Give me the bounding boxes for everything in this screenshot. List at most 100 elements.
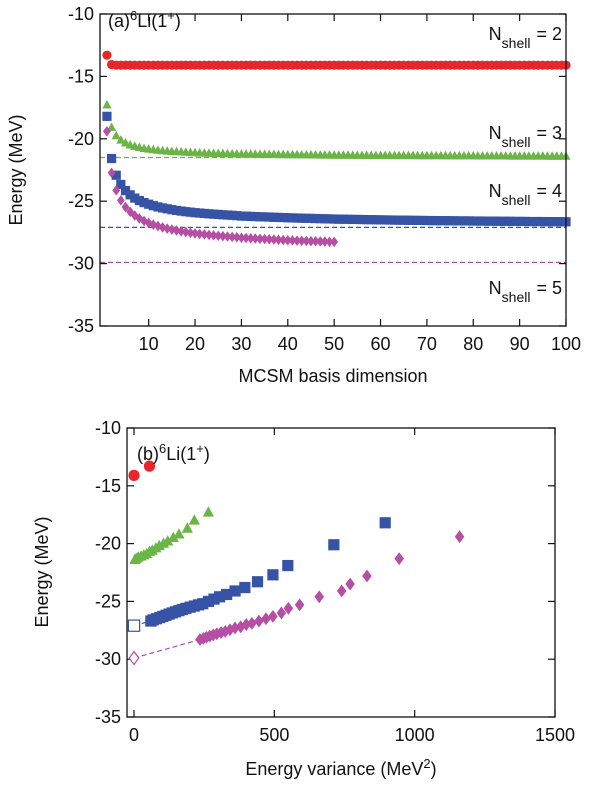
label-rest: = 2 (536, 24, 562, 44)
y-tick-label: -20 (68, 129, 94, 149)
panel-prefix: (a) (108, 11, 130, 31)
diamond-marker (336, 584, 347, 598)
triangle-marker (188, 514, 200, 525)
panel-label: (a)6Li(1+) (108, 8, 181, 32)
diamond-marker (228, 231, 237, 243)
square-marker (222, 210, 233, 220)
panel-label: (b)6Li(1+) (137, 441, 210, 465)
diamond-marker (214, 230, 223, 242)
circle-marker (128, 469, 140, 481)
diamond-marker (256, 233, 264, 245)
diamond-marker (216, 626, 226, 640)
square-marker (229, 585, 241, 597)
square-marker (218, 210, 228, 220)
diamond-marker (307, 235, 315, 247)
square-marker (338, 214, 349, 224)
square-marker (515, 216, 525, 227)
square-marker (366, 215, 376, 225)
diamond-marker (314, 590, 325, 604)
label-base: N (489, 181, 502, 201)
x-tick-label: 10 (139, 334, 159, 354)
y-tick-label: -15 (95, 476, 121, 496)
square-marker (301, 213, 311, 223)
y-tick-label: -10 (95, 418, 121, 438)
diamond-marker (394, 552, 404, 566)
square-marker (297, 213, 307, 223)
diamond-marker (288, 235, 297, 246)
panel-prefix: (b) (137, 444, 159, 464)
diamond-marker (209, 230, 218, 241)
diamond-marker (251, 233, 260, 244)
x-tick-label: 100 (551, 334, 581, 354)
diamond-marker (283, 601, 294, 615)
square-marker (505, 216, 515, 226)
x-tick-label: 30 (231, 334, 251, 354)
x-tick-label: 40 (278, 334, 298, 354)
square-marker (282, 559, 294, 572)
diamond-marker (205, 229, 213, 241)
square-marker (287, 213, 298, 223)
square-marker (464, 216, 474, 226)
label-rest: = 5 (536, 278, 562, 298)
y-tick-label: -10 (68, 4, 94, 24)
triangle-marker (167, 531, 179, 543)
diamond-marker (345, 577, 355, 591)
square-marker (185, 207, 196, 217)
x-tick-label: 1500 (535, 725, 575, 745)
square-marker (343, 214, 353, 224)
element: Li(1 (137, 11, 167, 31)
y-axis-label: Energy (MeV) (32, 516, 52, 627)
series-label: Nshell = 5 (489, 278, 562, 305)
series-label: Nshell = 4 (489, 181, 562, 208)
triangle-marker (173, 528, 185, 539)
diamond-marker (112, 185, 121, 196)
label-sub: shell (502, 134, 531, 150)
y-tick-label: -35 (95, 707, 121, 727)
square-marker (269, 212, 279, 222)
square-marker (227, 210, 237, 220)
square-marker (394, 215, 404, 225)
square-marker (283, 213, 293, 223)
label-base: N (489, 24, 502, 44)
square-marker (102, 111, 112, 121)
diamond-marker (103, 126, 111, 137)
square-marker (357, 214, 367, 225)
diamond-marker (283, 234, 292, 246)
square-marker (116, 179, 126, 190)
diamond-marker (362, 569, 372, 583)
y-tick-label: -25 (68, 191, 94, 211)
square-marker (106, 153, 117, 164)
element: Li(1 (166, 444, 196, 464)
square-marker (487, 216, 497, 226)
square-marker (157, 203, 168, 213)
diamond-marker (195, 228, 204, 240)
square-marker (144, 199, 154, 209)
square-marker (204, 209, 214, 219)
square-marker (352, 214, 362, 225)
x-tick-label: 1000 (395, 725, 435, 745)
square-marker (221, 588, 233, 601)
label-base: N (489, 123, 502, 143)
square-marker (348, 214, 358, 225)
diamond-marker (454, 530, 465, 544)
square-marker (209, 209, 219, 219)
square-marker (468, 216, 478, 226)
label-rest: = 3 (536, 123, 562, 143)
square-marker (422, 215, 432, 226)
x-label-end: ) (431, 759, 437, 779)
square-marker (292, 213, 302, 223)
diamond-marker (242, 232, 250, 244)
square-marker (399, 215, 409, 225)
diamond-marker (116, 195, 125, 206)
square-marker (542, 217, 553, 227)
fit-line (133, 638, 201, 659)
square-marker (528, 216, 539, 227)
label-sub: shell (502, 289, 531, 305)
square-marker (181, 207, 191, 217)
y-axis-label: Energy (MeV) (6, 114, 26, 225)
square-marker (120, 185, 131, 196)
diamond-marker (269, 234, 278, 245)
diamond-marker (230, 621, 240, 635)
